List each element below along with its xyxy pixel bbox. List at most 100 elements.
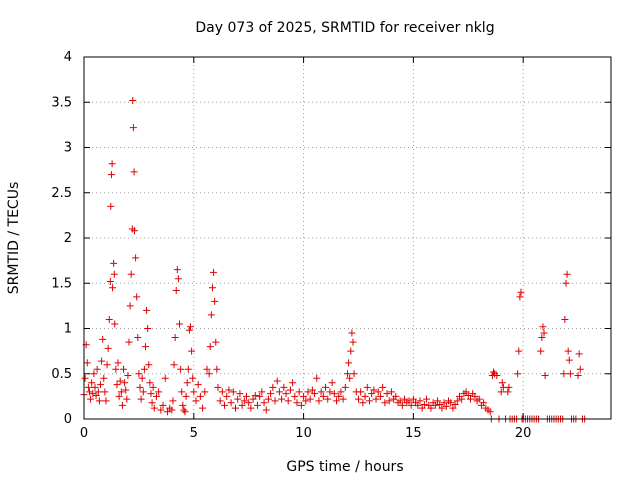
data-point — [106, 277, 114, 285]
x-axis: 0 5 10 15 20 — [80, 57, 532, 441]
data-point — [328, 379, 336, 387]
data-point — [438, 404, 446, 412]
data-point — [324, 395, 332, 403]
data-point — [574, 372, 582, 380]
data-point — [177, 365, 185, 373]
data-point — [295, 388, 303, 396]
data-point — [359, 399, 367, 407]
data-point — [194, 381, 202, 389]
data-point — [319, 392, 327, 400]
data-point — [245, 399, 253, 407]
data-point — [98, 357, 106, 365]
data-point — [125, 338, 133, 346]
y-tick-label: 3 — [64, 141, 72, 156]
data-point — [308, 386, 316, 394]
data-point — [174, 275, 182, 283]
data-point — [453, 397, 461, 405]
data-point — [190, 388, 198, 396]
data-point — [242, 392, 250, 400]
data-point — [493, 372, 501, 380]
data-point — [385, 397, 393, 405]
data-point — [99, 335, 107, 343]
data-point — [234, 395, 242, 403]
data-point — [123, 395, 131, 403]
data-point — [516, 293, 524, 301]
data-point — [199, 404, 207, 412]
data-point — [182, 392, 190, 400]
data-point — [101, 388, 109, 396]
data-point — [490, 368, 498, 376]
data-point — [514, 370, 522, 378]
data-point — [183, 379, 191, 387]
data-point — [333, 397, 341, 405]
data-point — [505, 383, 513, 391]
data-point — [284, 397, 292, 405]
data-point — [108, 160, 116, 168]
data-point — [258, 388, 266, 396]
data-point — [133, 293, 141, 301]
data-point — [374, 388, 382, 396]
data-point — [363, 383, 371, 391]
data-point — [111, 320, 119, 328]
data-point — [149, 383, 157, 391]
data-point — [498, 379, 506, 387]
data-point — [213, 365, 221, 373]
data-point — [240, 397, 248, 405]
data-point — [306, 395, 314, 403]
data-point — [134, 334, 142, 342]
data-point — [127, 270, 135, 278]
data-point — [206, 343, 214, 351]
data-point — [561, 315, 569, 323]
data-point — [564, 347, 572, 355]
data-point — [420, 401, 428, 409]
x-tick-label: 15 — [405, 426, 422, 441]
data-point — [541, 372, 549, 380]
data-points — [80, 96, 589, 423]
data-point — [176, 320, 184, 328]
data-point — [124, 372, 132, 380]
data-point — [401, 395, 409, 403]
data-point — [563, 270, 571, 278]
data-point — [93, 365, 101, 373]
data-point — [304, 388, 312, 396]
data-point — [427, 404, 435, 412]
data-point — [161, 374, 169, 382]
data-point — [566, 370, 574, 378]
data-point — [280, 383, 288, 391]
data-point — [376, 392, 384, 400]
data-point — [87, 395, 95, 403]
data-point — [346, 374, 354, 382]
data-point — [368, 390, 376, 398]
data-point — [148, 399, 156, 407]
data-point — [381, 399, 389, 407]
data-point — [223, 392, 231, 400]
data-point — [212, 338, 220, 346]
y-tick-label: 1.5 — [51, 276, 72, 291]
data-point — [216, 397, 224, 405]
data-point — [251, 391, 259, 399]
data-point — [207, 311, 215, 319]
data-point — [122, 386, 130, 394]
data-point — [497, 388, 505, 396]
data-point — [84, 383, 92, 391]
data-point — [372, 395, 380, 403]
data-point — [100, 374, 108, 382]
data-point — [335, 392, 343, 400]
data-point — [392, 392, 400, 400]
data-point — [173, 266, 181, 274]
data-point — [297, 401, 305, 409]
data-point — [170, 361, 178, 369]
x-tick-label: 5 — [190, 426, 198, 441]
data-point — [118, 401, 126, 409]
data-point — [186, 323, 194, 331]
x-tick-label: 20 — [515, 426, 532, 441]
data-point — [293, 399, 301, 407]
data-point — [102, 397, 110, 405]
data-point — [322, 383, 330, 391]
data-point — [565, 356, 573, 364]
data-point — [83, 359, 91, 367]
data-point — [405, 397, 413, 405]
data-point — [110, 259, 118, 267]
data-point — [131, 227, 139, 235]
data-point — [339, 395, 347, 403]
